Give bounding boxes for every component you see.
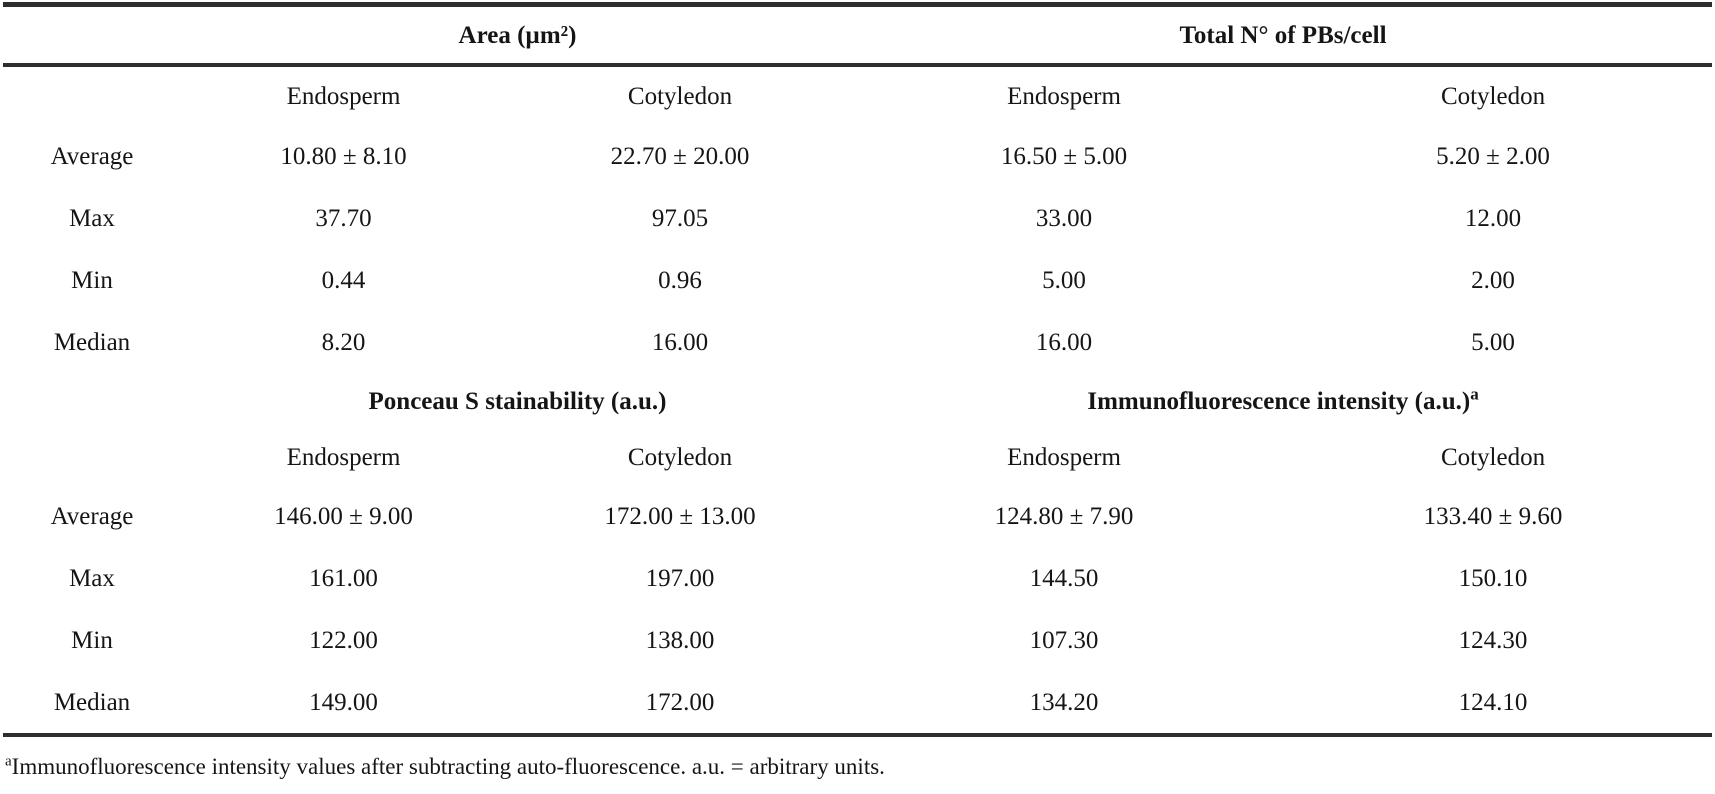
table-row-column-headers-1: Endosperm Cotyledon Endosperm Cotyledon (3, 65, 1712, 125)
group-header-label: Immunofluorescence intensity (a.u.) (1087, 387, 1471, 415)
data-cell: 124.10 (1458, 688, 1528, 716)
row-label: Average (50, 502, 134, 530)
table-row-max: Max 37.70 97.05 33.00 12.00 (3, 187, 1712, 249)
data-cell: 134.20 (1029, 688, 1099, 716)
data-cell: 5.20 ± 2.00 (1436, 142, 1550, 170)
data-cell: 16.50 ± 5.00 (1000, 142, 1128, 170)
data-cell: 172.00 ± 13.00 (604, 502, 756, 530)
data-cell: 16.00 (1035, 328, 1093, 356)
data-cell: 37.70 (315, 204, 372, 232)
table-row-group-header-1: Area (µm²) Total N° of PBs/cell (3, 4, 1713, 67)
table-row-max: Max 161.00 197.00 144.50 150.10 (3, 547, 1712, 609)
data-cell: 122.00 (309, 626, 378, 654)
data-cell: 16.00 (651, 328, 709, 356)
group-header-label: Ponceau S stainability (a.u.) (368, 387, 667, 415)
data-cell: 8.20 (321, 328, 366, 356)
data-cell: 138.00 (645, 626, 715, 654)
column-header-cotyledon: Cotyledon (627, 443, 733, 471)
table-row-min: Min 122.00 138.00 107.30 124.30 (3, 609, 1712, 671)
table-row-min: Min 0.44 0.96 5.00 2.00 (3, 249, 1712, 311)
data-cell: 0.44 (321, 266, 366, 294)
footnote-text: Immunofluorescence intensity values afte… (11, 754, 885, 779)
column-header-cotyledon: Cotyledon (1440, 82, 1546, 110)
group-header-ponceau: Ponceau S stainability (a.u.) (181, 373, 854, 429)
group-header-area: Area (µm²) (181, 4, 855, 67)
group-header-immunofluorescence: Immunofluorescence intensity (a.u.)a (854, 373, 1712, 429)
row-label: Max (69, 564, 115, 592)
data-cell: 0.96 (658, 266, 702, 294)
data-cell: 150.10 (1458, 564, 1528, 592)
data-cell: 5.00 (1042, 266, 1086, 294)
data-cell: 146.00 ± 9.00 (274, 502, 413, 530)
data-cell: 5.00 (1471, 328, 1515, 356)
table-row-column-headers-2: Endosperm Cotyledon Endosperm Cotyledon (3, 429, 1712, 485)
table-row-average: Average 10.80 ± 8.10 22.70 ± 20.00 16.50… (3, 125, 1712, 187)
table-footnote: aImmunofluorescence intensity values aft… (5, 753, 1715, 781)
empty-cell (3, 429, 181, 485)
data-cell: 22.70 ± 20.00 (610, 142, 750, 170)
row-label: Median (53, 688, 131, 716)
data-cell: 149.00 (309, 688, 378, 716)
table-row-median: Median 149.00 172.00 134.20 124.10 (3, 671, 1712, 735)
group-header-total-pbs: Total N° of PBs/cell (854, 4, 1713, 67)
data-cell: 144.50 (1029, 564, 1099, 592)
table-row-group-header-2: Ponceau S stainability (a.u.) Immunofluo… (3, 373, 1712, 429)
table-row-average: Average 146.00 ± 9.00 172.00 ± 13.00 124… (3, 485, 1712, 547)
data-cell: 107.30 (1029, 626, 1099, 654)
data-cell: 97.05 (651, 204, 709, 232)
column-header-endosperm: Endosperm (286, 443, 401, 471)
empty-cell (3, 4, 181, 67)
group-header-label: Area (µm²) (458, 21, 577, 49)
superscript-marker: a (1470, 384, 1479, 404)
empty-cell (3, 373, 181, 429)
column-header-cotyledon: Cotyledon (627, 82, 733, 110)
data-cell: 12.00 (1464, 204, 1522, 232)
statistics-table: Area (µm²) Total N° of PBs/cell Endosper… (3, 2, 1713, 737)
row-label: Median (53, 328, 131, 356)
data-cell: 133.40 ± 9.60 (1423, 502, 1563, 530)
table-row-median: Median 8.20 16.00 16.00 5.00 (3, 311, 1712, 373)
data-cell: 161.00 (309, 564, 378, 592)
data-cell: 10.80 ± 8.10 (280, 142, 407, 170)
footnote-superscript-marker: a (5, 753, 12, 770)
data-cell: 2.00 (1471, 266, 1515, 294)
empty-cell (3, 65, 181, 125)
group-header-label: Total N° of PBs/cell (1179, 21, 1387, 49)
data-cell: 197.00 (645, 564, 715, 592)
row-label: Max (69, 204, 115, 232)
column-header-endosperm: Endosperm (1007, 443, 1121, 471)
row-label: Min (71, 266, 113, 294)
column-header-endosperm: Endosperm (1007, 82, 1121, 110)
data-cell: 124.80 ± 7.90 (994, 502, 1134, 530)
data-cell: 124.30 (1458, 626, 1528, 654)
row-label: Average (50, 142, 134, 170)
data-cell: 33.00 (1035, 204, 1093, 232)
row-label: Min (71, 626, 113, 654)
data-cell: 172.00 (645, 688, 715, 716)
column-header-endosperm: Endosperm (286, 82, 401, 110)
column-header-cotyledon: Cotyledon (1440, 443, 1546, 471)
